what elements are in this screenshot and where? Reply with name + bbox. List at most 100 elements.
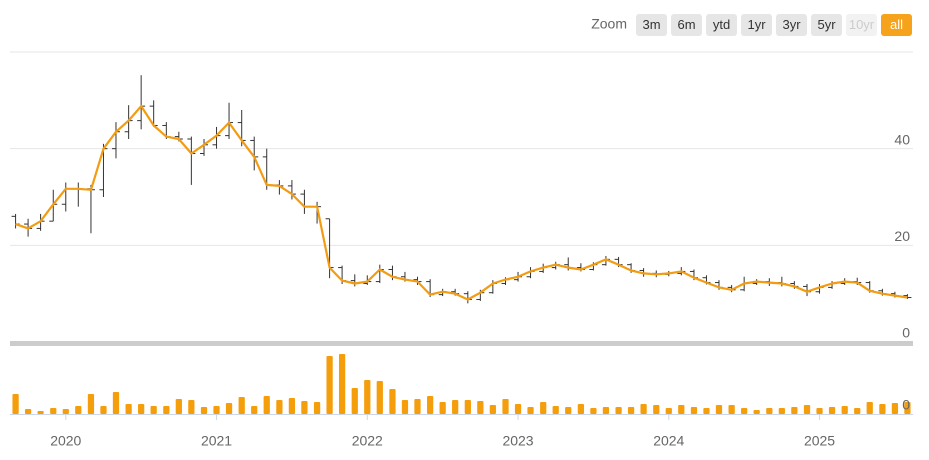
- volume-bar: [100, 406, 107, 414]
- volume-bar: [602, 407, 610, 414]
- volume-bar: [24, 409, 32, 414]
- volume-bar: [514, 404, 522, 414]
- volume-bar: [728, 405, 735, 414]
- y-tick-label: 20: [894, 228, 910, 244]
- volume-bar: [640, 404, 647, 414]
- zoom-button-label[interactable]: 1yr: [747, 17, 766, 32]
- volume-bar: [452, 400, 459, 414]
- volume-bar: [565, 407, 572, 414]
- x-tick-label: 2023: [502, 433, 533, 449]
- volume-bar: [62, 409, 69, 414]
- volume-bar: [577, 404, 585, 414]
- panel-separator: [10, 341, 913, 346]
- volume-bar: [904, 402, 911, 414]
- volume-bar: [489, 405, 496, 414]
- zoom-button-label[interactable]: 5yr: [817, 17, 836, 32]
- volume-bar: [841, 406, 848, 414]
- volume-bar: [527, 407, 534, 414]
- volume-bar: [828, 407, 836, 414]
- x-tick-label: 2024: [653, 433, 684, 449]
- volume-bar: [464, 400, 471, 414]
- volume-bar: [313, 402, 321, 414]
- volume-bar: [854, 408, 861, 414]
- volume-bar: [615, 407, 622, 414]
- volume-bar: [364, 380, 371, 414]
- volume-bar: [690, 407, 698, 414]
- zoom-button-label[interactable]: 3yr: [782, 17, 801, 32]
- y-tick-label: 40: [894, 131, 910, 147]
- volume-bar: [803, 405, 811, 414]
- volume-bar: [276, 400, 283, 414]
- volume-bar: [703, 408, 710, 414]
- volume-bar: [879, 404, 886, 414]
- volume-bar: [552, 406, 559, 414]
- volume-bar: [791, 407, 798, 414]
- zoom-button[interactable]: [671, 14, 702, 36]
- volume-bar: [301, 401, 308, 414]
- volume-bar: [502, 399, 509, 414]
- volume-bar: [678, 405, 685, 414]
- volume-bar: [338, 354, 346, 414]
- y-tick-label: 0: [902, 325, 910, 341]
- volume-bar: [778, 408, 785, 414]
- volume-bar: [439, 402, 446, 414]
- volume-bar: [866, 402, 873, 414]
- zoom-button[interactable]: [706, 14, 737, 36]
- zoom-button-label[interactable]: 6m: [677, 17, 695, 32]
- zoom-button[interactable]: [636, 14, 667, 36]
- volume-bar: [75, 406, 82, 414]
- zoom-button[interactable]: [881, 14, 912, 36]
- x-tick-label: 2025: [804, 433, 835, 449]
- volume-bar: [125, 404, 132, 414]
- volume-bar: [401, 400, 409, 414]
- volume-bar: [389, 389, 396, 414]
- volume-bar: [150, 406, 157, 414]
- volume-bar: [665, 408, 672, 414]
- price-line: [15, 105, 908, 301]
- zoom-button-label[interactable]: 3m: [642, 17, 660, 32]
- volume-bar: [891, 403, 899, 414]
- zoom-button: [846, 14, 877, 36]
- volume-bar: [414, 399, 421, 414]
- volume-bar: [540, 402, 547, 414]
- volume-bar: [188, 400, 195, 414]
- volume-bar: [653, 405, 660, 414]
- volume-bar: [200, 407, 208, 414]
- volume-bar: [50, 408, 57, 414]
- volume-bar: [251, 406, 258, 414]
- volume-bar: [590, 408, 597, 414]
- volume-bar: [163, 406, 170, 414]
- volume-bar: [175, 399, 182, 414]
- volume-bar: [427, 396, 434, 414]
- volume-bar: [263, 396, 270, 414]
- volume-bar: [213, 406, 220, 414]
- volume-bar: [112, 392, 120, 414]
- zoom-button-label[interactable]: all: [890, 17, 903, 32]
- zoom-button[interactable]: [741, 14, 772, 36]
- volume-bar: [326, 356, 333, 414]
- volume-bar: [238, 397, 245, 414]
- zoom-button[interactable]: [776, 14, 807, 36]
- volume-bar: [766, 408, 773, 414]
- zoom-button-label: 10yr: [849, 17, 875, 32]
- volume-bar: [627, 407, 635, 414]
- zoom-button[interactable]: [811, 14, 842, 36]
- volume-bar: [741, 408, 748, 414]
- volume-bar: [37, 411, 44, 414]
- zoom-label: Zoom: [591, 16, 627, 32]
- zoom-button-label[interactable]: ytd: [713, 17, 730, 32]
- volume-bar: [12, 394, 19, 414]
- volume-bar: [288, 398, 296, 414]
- x-tick-label: 2020: [50, 433, 81, 449]
- volume-bar: [225, 403, 233, 414]
- volume-bar: [138, 404, 145, 414]
- volume-bar: [816, 408, 823, 414]
- volume-bar: [477, 401, 484, 414]
- volume-tick-label: 0: [902, 397, 910, 413]
- x-tick-label: 2022: [352, 433, 383, 449]
- volume-bar: [715, 405, 723, 414]
- volume-bar: [351, 388, 358, 414]
- x-tick-label: 2021: [201, 433, 232, 449]
